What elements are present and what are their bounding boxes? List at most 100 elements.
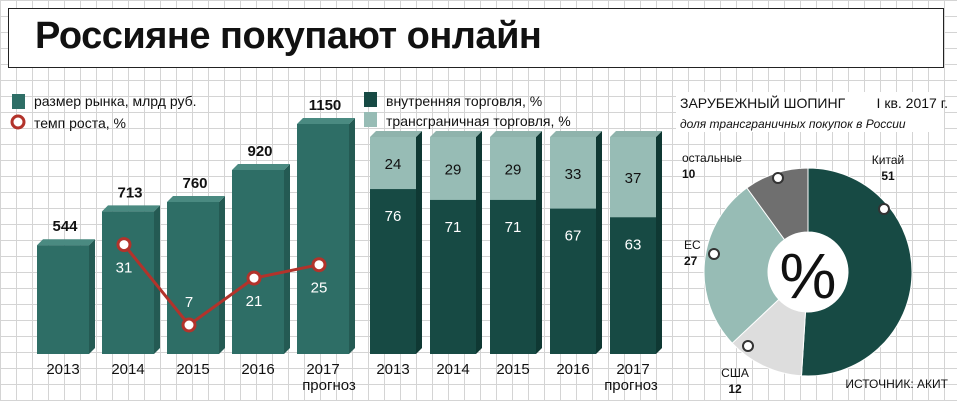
crossborder-value-2013: 24	[385, 156, 402, 173]
donut-center-label: %	[780, 240, 837, 312]
crossborder-segment-2015	[490, 137, 536, 200]
market-bar-2016	[232, 164, 290, 354]
pie-label-ЕС: ЕС	[684, 238, 701, 252]
pie-pointer-остальные	[772, 172, 784, 184]
stack-bar-2013-top	[370, 131, 422, 137]
growth-point-2015	[181, 317, 197, 333]
growth-value-label-2017: 25	[311, 280, 328, 297]
crossborder-segment-2014	[430, 137, 476, 200]
market-bar-2017-front	[297, 124, 349, 354]
x-tick-label-2-2014: 2014	[436, 361, 469, 378]
legend-swatch-market	[12, 94, 25, 109]
market-bar-2017-side	[349, 118, 355, 354]
stack-bar-2015-side	[536, 131, 542, 354]
pie-value-США: 12	[728, 382, 742, 396]
stack-bar-2014-top	[430, 131, 482, 137]
market-bar-2013-front	[37, 245, 89, 354]
market-bar-2017-top	[297, 118, 355, 124]
pie-label-остальные: остальные	[682, 151, 742, 165]
donut-hole	[768, 232, 848, 312]
crossborder-value-2015: 29	[505, 161, 522, 178]
x-tick-label-2-2016: 2016	[556, 361, 589, 378]
growth-value-label-2015: 7	[185, 294, 193, 311]
x-tick-label-2-2015: 2015	[496, 361, 529, 378]
pie-subtitle: доля трансграничных покупок в России	[680, 117, 906, 131]
growth-value-label-2016: 21	[246, 293, 263, 310]
market-value-label-2016: 920	[247, 143, 272, 160]
market-bar-2015-top	[167, 196, 225, 202]
x-tick-label-2014: 2014	[111, 361, 144, 378]
market-bar-2015	[167, 196, 225, 354]
market-bar-2014	[102, 205, 160, 354]
crossborder-segment-2017	[610, 137, 656, 218]
pie-pointer-ЕС	[708, 248, 720, 260]
market-bar-2016-side	[284, 164, 290, 354]
market-value-label-2014: 713	[117, 184, 142, 201]
stack-bar-2015-top	[490, 131, 542, 137]
legend-label-domestic: внутренняя торговля, %	[386, 93, 542, 109]
pie-label-Китай: Китай	[872, 153, 904, 167]
crossborder-value-2014: 29	[445, 161, 462, 178]
crossborder-segment-2016	[550, 137, 596, 209]
domestic-value-2014: 71	[445, 219, 462, 236]
growth-point-2017	[311, 257, 327, 273]
title-box: Россияне покупают онлайн	[8, 8, 944, 68]
domestic-value-2015: 71	[505, 219, 522, 236]
x-tick-label-2016: 2016	[241, 361, 274, 378]
market-bar-2017	[297, 118, 355, 354]
legend-swatch-crossborder	[364, 112, 377, 127]
stack-bar-2016-top	[550, 131, 602, 137]
market-bar-2016-top	[232, 164, 290, 170]
pie-value-ЕС: 27	[684, 254, 698, 268]
crossborder-value-2016: 33	[565, 166, 582, 183]
market-bar-2015-side	[219, 196, 225, 354]
market-bar-2016-front	[232, 170, 284, 354]
market-value-label-2013: 544	[52, 218, 78, 235]
domestic-value-2013: 76	[385, 208, 402, 225]
crossborder-value-2017: 37	[625, 170, 642, 187]
stack-bar-2017-side	[656, 131, 662, 354]
growth-point-2014	[116, 237, 132, 253]
pie-date: I кв. 2017 г.	[877, 95, 948, 111]
x-tick-label-2015: 2015	[176, 361, 209, 378]
pie-pointer-Китай	[878, 203, 890, 215]
stack-bar-2014-side	[476, 131, 482, 354]
market-bar-2014-side	[154, 205, 160, 354]
domestic-value-2016: 67	[565, 228, 582, 245]
pie-value-остальные: 10	[682, 167, 696, 181]
x-tick-label-2017: 2017	[306, 361, 339, 378]
growth-value-label-2014: 31	[116, 260, 133, 277]
market-value-label-2017: 1150	[309, 97, 342, 114]
pie-value-Китай: 51	[881, 169, 895, 183]
pie-title: ЗАРУБЕЖНЫЙ ШОПИНГ	[680, 94, 846, 111]
market-bar-2014-front	[102, 211, 154, 354]
stack-bar-2016-side	[596, 131, 602, 354]
stack-bar-2013-side	[416, 131, 422, 354]
market-bar-2014-top	[102, 205, 160, 212]
legend-label-growth: темп роста, %	[34, 115, 126, 131]
x-tick-label-2013: 2013	[46, 361, 79, 378]
x-tick-label-2-2013: 2013	[376, 361, 409, 378]
crossborder-segment-2013	[370, 137, 416, 190]
market-bar-2013	[37, 239, 95, 354]
market-bar-2013-side	[89, 239, 95, 354]
growth-rate-line	[122, 243, 320, 328]
page-title: Россияне покупают онлайн	[35, 15, 542, 57]
legend-swatch-domestic	[364, 92, 377, 107]
source-note: ИСТОЧНИК: АКИТ	[845, 377, 948, 391]
stack-bar-2017-top	[610, 131, 662, 137]
market-bar-2013-top	[37, 239, 95, 246]
pie-pointer-США	[742, 340, 754, 352]
forecast-note-2: прогноз	[604, 377, 658, 394]
forecast-note-1: прогноз	[302, 377, 356, 394]
legend-label-market: размер рынка, млрд руб.	[34, 93, 197, 109]
pie-header-bg	[676, 92, 944, 132]
domestic-value-2017: 63	[625, 236, 642, 253]
growth-point-2016	[246, 270, 262, 286]
x-tick-label-2-2017: 2017	[616, 361, 649, 378]
legend-swatch-growth	[10, 114, 26, 130]
pie-label-США: США	[721, 366, 749, 380]
legend-label-crossborder: трансграничная торговля, %	[386, 113, 571, 129]
market-value-label-2015: 760	[182, 175, 207, 192]
